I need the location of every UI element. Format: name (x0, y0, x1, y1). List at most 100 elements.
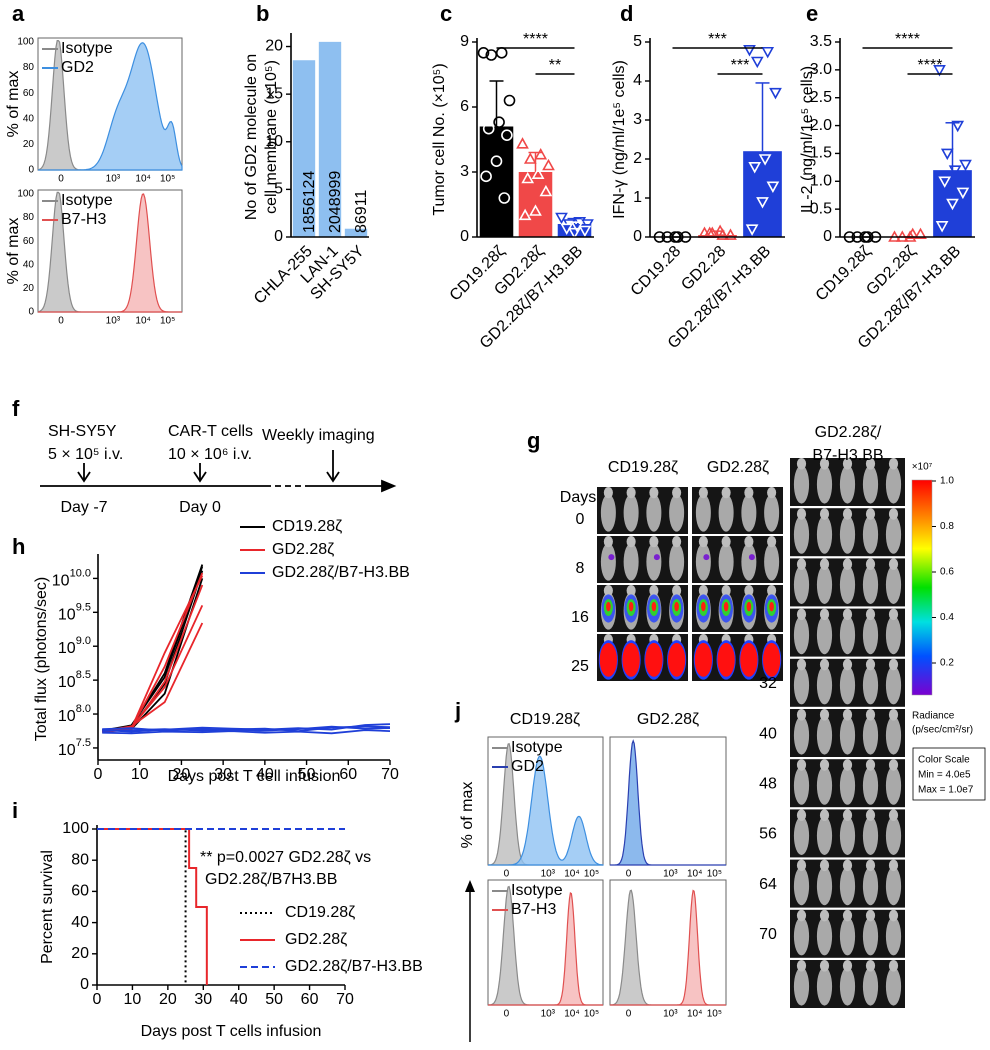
day-label: 32 (759, 675, 777, 692)
y-tick-label: 4 (633, 72, 642, 89)
mouse-head (796, 458, 807, 470)
data-point (743, 44, 756, 57)
mouse-head (888, 458, 899, 470)
mouse-head (888, 809, 899, 821)
mouse (764, 543, 780, 581)
y-tick-label: 60 (23, 88, 35, 99)
axis-arrow-head (465, 880, 475, 892)
x-tick-label: 40 (230, 991, 248, 1008)
day-label: 16 (571, 609, 589, 626)
data-point (529, 204, 542, 216)
mouse (816, 816, 833, 855)
data-point (518, 208, 532, 221)
data-point (516, 137, 529, 149)
panel-letter: i (12, 798, 18, 823)
signal (701, 601, 706, 612)
colorbar-tick-label: 0.6 (940, 567, 954, 578)
significance-label: *** (731, 57, 750, 74)
mouse-head (842, 809, 853, 821)
x-tick-label: 70 (336, 991, 354, 1008)
mouse-head (796, 809, 807, 821)
y-tick-exponent: 10.0 (70, 567, 91, 579)
data-point (724, 228, 737, 240)
y-tick-label: 0 (80, 976, 89, 993)
mouse (793, 666, 810, 705)
signal (667, 642, 686, 677)
mouse-head (796, 558, 807, 570)
signal (608, 554, 615, 561)
color-scale-box (912, 747, 986, 801)
day-label: 40 (759, 725, 777, 742)
y-tick-label: 100 (17, 189, 34, 200)
data-point (946, 198, 959, 211)
y-tick-label: 20 (71, 945, 89, 962)
mouse-head (865, 608, 876, 621)
mouse-head (865, 809, 876, 821)
mouse-head (767, 487, 777, 499)
y-tick-label: 108.5 (58, 669, 91, 691)
panel-letter: d (620, 1, 633, 26)
data-point (555, 212, 568, 225)
y-tick-label: 108.0 (58, 703, 91, 725)
mouse-head (672, 585, 682, 597)
y-tick-label: 1010.0 (52, 567, 91, 589)
x-tick-label: 50 (298, 766, 316, 783)
y-tick-label: 10 (265, 133, 283, 150)
column-title: GD2.28ζ (637, 711, 699, 728)
y-axis-title: Tumor cell No. (×10⁵) (431, 63, 448, 215)
y-tick-label: 2 (633, 150, 642, 167)
histogram (610, 739, 726, 866)
mouse-head (888, 709, 899, 721)
mouse (793, 766, 810, 805)
day-label: 56 (759, 826, 777, 843)
value-label: 2048999 (327, 171, 344, 233)
x-tick-label: 10⁵ (584, 869, 599, 880)
mouse-head (672, 536, 682, 548)
y-tick-label: 0.5 (810, 200, 832, 217)
mouse-head (842, 859, 853, 872)
mouse (839, 766, 856, 805)
group-title: GD2.28ζ (707, 459, 769, 476)
data-point (938, 176, 952, 188)
mouse-head (819, 809, 830, 821)
mouse (816, 766, 833, 805)
mouse-head (796, 909, 807, 922)
mouse (816, 666, 833, 705)
group-title: B7-H3.BB (812, 447, 883, 464)
colorbar (911, 479, 933, 696)
data-point (766, 181, 780, 193)
mouse-head (865, 658, 876, 671)
bar (292, 60, 316, 237)
mouse (793, 716, 810, 755)
colorbar-tick-label: 1.0 (940, 476, 954, 487)
legend-label: Isotype (511, 882, 563, 899)
histogram (38, 193, 182, 313)
x-tick-label: 60 (301, 991, 319, 1008)
mouse-head (888, 859, 899, 872)
legend-label: CD19.28ζ (285, 904, 355, 921)
x-tick-label: 30 (214, 766, 232, 783)
legend-label: B7-H3 (61, 211, 106, 228)
data-point (521, 171, 535, 184)
value-label: 86911 (353, 190, 370, 233)
y-tick-label: 1 (633, 189, 642, 206)
legend-label: GD2.28ζ/B7-H3.BB (272, 564, 410, 581)
x-tick-label: 10⁵ (707, 869, 722, 880)
mouse-head (819, 709, 830, 721)
signal (674, 601, 679, 612)
mouse (862, 716, 879, 755)
panel-letter: f (12, 396, 20, 421)
mouse (885, 565, 902, 604)
x-tick-label: 10⁵ (160, 174, 175, 185)
mouse-head (819, 508, 830, 520)
mouse (718, 494, 734, 532)
mouse (793, 866, 810, 906)
mouse-head (626, 585, 636, 597)
mouse (793, 615, 810, 655)
mouse (741, 494, 757, 532)
mouse (839, 666, 856, 705)
x-tick-label: 50 (265, 991, 283, 1008)
y-tick-label: 40 (71, 914, 89, 931)
mouse-head (721, 536, 731, 548)
